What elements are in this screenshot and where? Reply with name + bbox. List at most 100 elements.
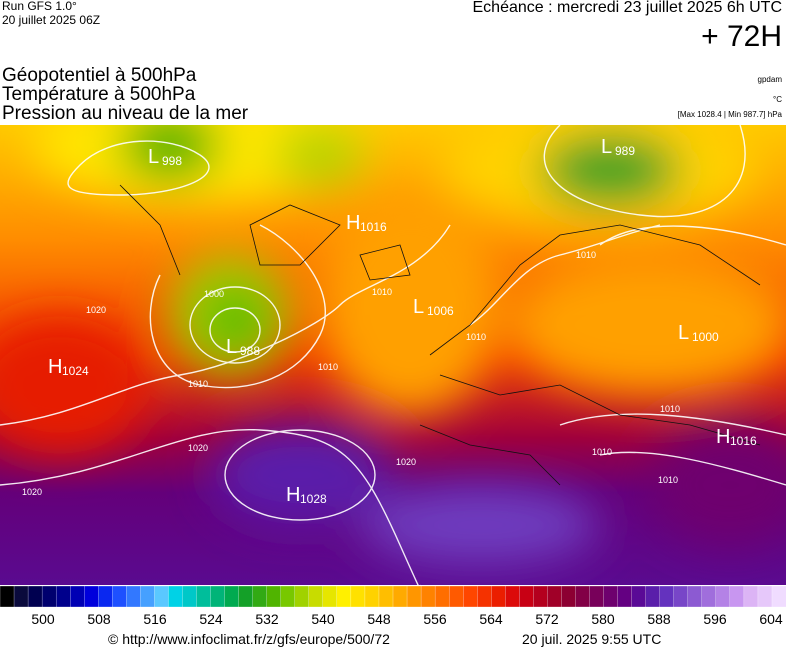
color-swatch [336, 586, 352, 608]
color-swatch [378, 586, 394, 608]
isobar-label: 1010 [318, 362, 338, 372]
center-value: 1028 [300, 492, 327, 506]
color-swatch [603, 586, 619, 608]
color-swatch [406, 586, 422, 608]
colorbar: 500 508 516 524 532 540 548 556 564 572 580 588 596 6… [0, 586, 786, 627]
color-swatch [13, 586, 29, 608]
color-swatch [280, 586, 296, 608]
center-letter: L [413, 296, 424, 318]
color-swatch [294, 586, 310, 608]
color-swatch [210, 586, 226, 608]
center-value: 988 [240, 344, 260, 358]
color-swatch [98, 586, 113, 608]
unit: gpdam [757, 75, 782, 84]
center-letter: L [226, 336, 237, 358]
color-swatch [266, 586, 282, 608]
color-swatch [589, 586, 605, 608]
field-name: Pression au niveau de la mer [2, 103, 249, 124]
lead-time: + 72H [701, 20, 782, 53]
center-letter: L [148, 146, 159, 168]
center-letter: H [346, 212, 360, 234]
colorbar-label: 596 [703, 611, 727, 627]
colorbar-label: 548 [367, 611, 391, 627]
color-swatch [154, 586, 170, 608]
center-letter: L [678, 322, 689, 344]
center-value: 1006 [427, 304, 454, 318]
center-value: 1016 [360, 220, 387, 234]
center-value: 998 [162, 154, 182, 168]
color-swatch [771, 586, 786, 608]
center-letter: H [48, 356, 62, 378]
echeance: Echéance : mercredi 23 juillet 2025 6h U… [472, 0, 783, 16]
color-swatch [729, 586, 745, 608]
color-swatch [533, 586, 549, 608]
color-swatch [252, 586, 268, 608]
color-swatch [112, 586, 127, 608]
colorbar-label: 556 [423, 611, 447, 627]
color-swatch [126, 586, 142, 608]
colorbar-label: 604 [759, 611, 783, 627]
color-swatch [364, 586, 380, 608]
center-value: 989 [615, 144, 635, 158]
color-swatch [140, 586, 156, 608]
color-swatch [448, 586, 464, 608]
isobar-label: 1010 [660, 404, 680, 414]
color-swatch [547, 586, 563, 608]
color-swatch [757, 586, 773, 608]
colorbar-label: 516 [143, 611, 167, 627]
color-swatch [0, 586, 15, 608]
isobar-label: 1020 [396, 457, 416, 467]
isobar-label: 1010 [466, 332, 486, 342]
isobar-label: 1010 [372, 287, 392, 297]
isobar-label: 1010 [658, 475, 678, 485]
isobar-label: 1010 [188, 379, 208, 389]
footer-timestamp: 20 juil. 2025 9:55 UTC [522, 631, 662, 647]
color-swatch [645, 586, 661, 608]
colorbar-label: 532 [255, 611, 279, 627]
isobar-label: 1010 [576, 250, 596, 260]
color-swatch [168, 586, 184, 608]
unit: °C [773, 95, 782, 104]
isobar-label: 1020 [86, 305, 106, 315]
colorbar-label: 540 [311, 611, 335, 627]
color-swatch [575, 586, 591, 608]
colorbar-label: 564 [479, 611, 503, 627]
color-swatch [27, 586, 43, 608]
color-swatch [561, 586, 577, 608]
center-letter: H [716, 426, 730, 448]
color-swatch [322, 586, 338, 608]
colorbar-label: 524 [199, 611, 223, 627]
colorbar-label: 500 [31, 611, 55, 627]
isobar-label: 1010 [592, 447, 612, 457]
color-swatch [659, 586, 675, 608]
colorbar-label: 580 [591, 611, 615, 627]
run-date: 20 juillet 2025 06Z [2, 13, 101, 27]
colorbar-label: 508 [87, 611, 111, 627]
color-swatch [41, 586, 57, 608]
color-swatch [477, 586, 492, 608]
field-name: Géopotentiel à 500hPa [2, 65, 197, 86]
color-swatch [224, 586, 240, 608]
center-letter: L [601, 136, 612, 158]
color-swatch [673, 586, 689, 608]
footer-url: © http://www.infoclimat.fr/z/gfs/europe/… [108, 631, 390, 647]
color-swatch [463, 586, 478, 608]
center-letter: H [286, 484, 300, 506]
isobar-label: 1020 [188, 443, 208, 453]
color-swatch [519, 586, 535, 608]
color-swatch [715, 586, 731, 608]
color-swatch [420, 586, 436, 608]
unit: [Max 1028.4 | Min 987.7] hPa [677, 110, 782, 119]
color-swatch [687, 586, 703, 608]
color-swatch [505, 586, 520, 608]
colorbar-label: 572 [535, 611, 559, 627]
color-swatch [392, 586, 408, 608]
color-swatch [308, 586, 324, 608]
color-swatch [196, 586, 212, 608]
color-swatch [743, 586, 759, 608]
color-swatch [350, 586, 366, 608]
color-swatch [238, 586, 254, 608]
color-swatch [182, 586, 198, 608]
